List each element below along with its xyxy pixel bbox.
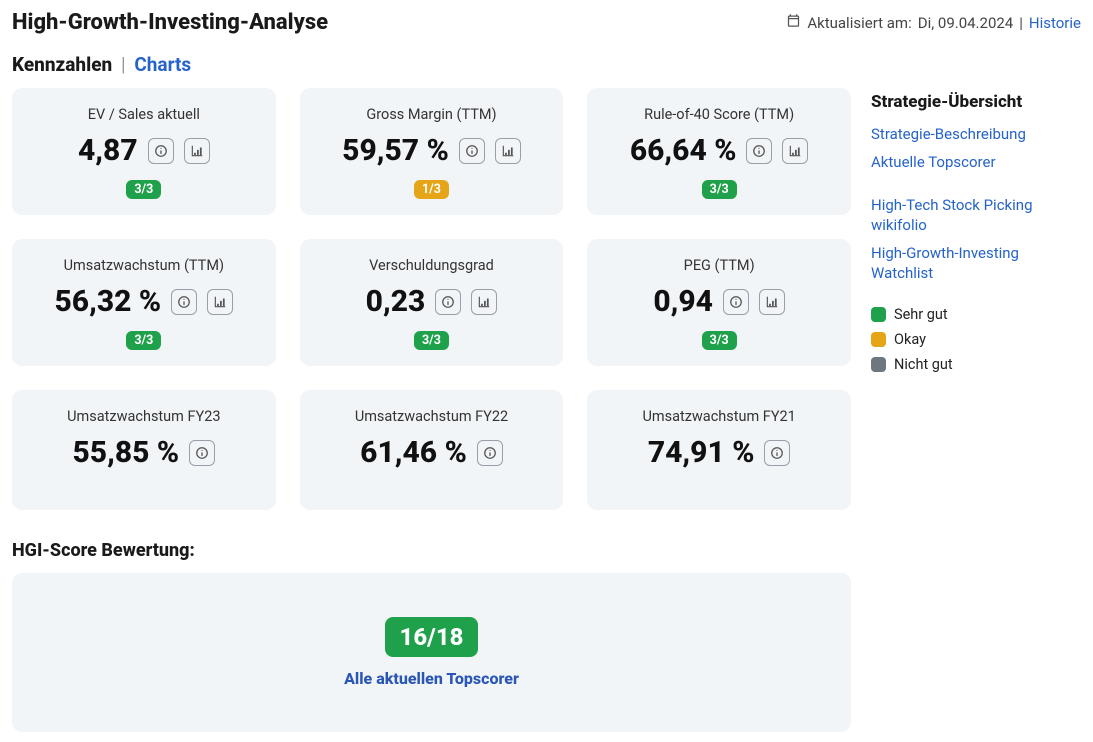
metric-card: Gross Margin (TTM) 59,57 % 1/3 xyxy=(300,88,564,215)
metric-value-row: 0,23 xyxy=(366,284,498,319)
metric-card: PEG (TTM) 0,94 3/3 xyxy=(587,239,851,366)
score-title: HGI-Score Bewertung: xyxy=(12,540,851,561)
page-title: High-Growth-Investing-Analyse xyxy=(12,10,328,35)
legend-row: Nicht gut xyxy=(871,356,1081,373)
score-badge: 1/3 xyxy=(414,180,449,199)
metric-card: Umsatzwachstum (TTM) 56,32 % 3/3 xyxy=(12,239,276,366)
sidebar-link[interactable]: High-Tech Stock Picking wikifolio xyxy=(871,195,1081,236)
metric-value-row: 61,46 % xyxy=(360,435,503,470)
metric-value: 61,46 % xyxy=(360,435,467,470)
info-icon[interactable] xyxy=(723,289,749,315)
metric-value-row: 55,85 % xyxy=(73,435,216,470)
metric-label: Rule-of-40 Score (TTM) xyxy=(644,106,794,123)
metric-label: Umsatzwachstum FY23 xyxy=(67,408,220,425)
info-icon[interactable] xyxy=(171,289,197,315)
legend-swatch xyxy=(871,357,886,372)
topscorer-link[interactable]: Alle aktuellen Topscorer xyxy=(344,669,519,688)
metric-label: Umsatzwachstum FY22 xyxy=(355,408,508,425)
legend-row: Sehr gut xyxy=(871,306,1081,323)
metric-value-row: 0,94 xyxy=(653,284,785,319)
sidebar-title: Strategie-Übersicht xyxy=(871,92,1081,112)
metric-value: 59,57 % xyxy=(342,133,449,168)
sidebar-link[interactable]: Strategie-Beschreibung xyxy=(871,124,1081,144)
score-badge: 16/18 xyxy=(385,617,477,657)
updated-prefix: Aktualisiert am: xyxy=(807,14,911,32)
tab-charts[interactable]: Charts xyxy=(134,53,191,76)
score-badge: 3/3 xyxy=(702,331,737,350)
metric-value: 0,23 xyxy=(366,284,426,319)
metric-label: Gross Margin (TTM) xyxy=(366,106,496,123)
metric-value-row: 74,91 % xyxy=(648,435,791,470)
info-icon[interactable] xyxy=(764,440,790,466)
legend-label: Nicht gut xyxy=(894,356,953,373)
score-badge: 3/3 xyxy=(702,180,737,199)
chart-icon[interactable] xyxy=(471,289,497,315)
chart-icon[interactable] xyxy=(207,289,233,315)
calendar-icon xyxy=(786,13,801,32)
metric-value-row: 66,64 % xyxy=(630,133,809,168)
info-icon[interactable] xyxy=(148,138,174,164)
metric-value-row: 56,32 % xyxy=(55,284,234,319)
metric-label: Umsatzwachstum FY21 xyxy=(642,408,795,425)
metric-value: 4,87 xyxy=(78,133,138,168)
metric-value: 74,91 % xyxy=(648,435,755,470)
header-row: High-Growth-Investing-Analyse Aktualisie… xyxy=(12,10,1081,35)
sidebar-link[interactable]: High-Growth-Investing Watchlist xyxy=(871,243,1081,284)
info-icon[interactable] xyxy=(189,440,215,466)
tab-separator: | xyxy=(121,53,126,76)
chart-icon[interactable] xyxy=(184,138,210,164)
chart-icon[interactable] xyxy=(495,138,521,164)
metric-value-row: 4,87 xyxy=(78,133,210,168)
metric-label: EV / Sales aktuell xyxy=(88,106,200,123)
updated-date: Di, 09.04.2024 xyxy=(918,14,1014,32)
score-badge: 3/3 xyxy=(126,331,161,350)
metric-value: 56,32 % xyxy=(55,284,162,319)
metric-card: EV / Sales aktuell 4,87 3/3 xyxy=(12,88,276,215)
legend-swatch xyxy=(871,307,886,322)
metric-label: Umsatzwachstum (TTM) xyxy=(64,257,224,274)
score-badge: 3/3 xyxy=(126,180,161,199)
sidebar: Strategie-Übersicht Strategie-Beschreibu… xyxy=(871,88,1081,381)
metric-label: PEG (TTM) xyxy=(684,257,755,274)
info-icon[interactable] xyxy=(477,440,503,466)
legend: Sehr gut Okay Nicht gut xyxy=(871,306,1081,373)
metric-card: Umsatzwachstum FY22 61,46 % xyxy=(300,390,564,510)
metric-value: 0,94 xyxy=(653,284,713,319)
legend-label: Sehr gut xyxy=(894,306,948,323)
metrics-grid: EV / Sales aktuell 4,87 3/3 Gross Margin (T… xyxy=(12,88,851,510)
legend-label: Okay xyxy=(894,331,926,348)
metric-card: Umsatzwachstum FY23 55,85 % xyxy=(12,390,276,510)
metric-card: Verschuldungsgrad 0,23 3/3 xyxy=(300,239,564,366)
info-icon[interactable] xyxy=(746,138,772,164)
chart-icon[interactable] xyxy=(759,289,785,315)
metric-label: Verschuldungsgrad xyxy=(369,257,494,274)
metric-card: Umsatzwachstum FY21 74,91 % xyxy=(587,390,851,510)
sidebar-link[interactable]: Aktuelle Topscorer xyxy=(871,152,1081,172)
tab-kennzahlen[interactable]: Kennzahlen xyxy=(12,53,112,76)
chart-icon[interactable] xyxy=(782,138,808,164)
score-box: 16/18 Alle aktuellen Topscorer xyxy=(12,573,851,732)
metric-card: Rule-of-40 Score (TTM) 66,64 % 3/3 xyxy=(587,88,851,215)
metric-value: 66,64 % xyxy=(630,133,737,168)
update-info: Aktualisiert am: Di, 09.04.2024 | Histor… xyxy=(786,13,1081,32)
legend-swatch xyxy=(871,332,886,347)
info-icon[interactable] xyxy=(459,138,485,164)
metric-value-row: 59,57 % xyxy=(342,133,521,168)
history-link[interactable]: Historie xyxy=(1029,14,1081,32)
legend-row: Okay xyxy=(871,331,1081,348)
info-icon[interactable] xyxy=(435,289,461,315)
tabs: Kennzahlen | Charts xyxy=(12,53,1081,76)
sidebar-links-b: High-Tech Stock Picking wikifolio High-Gr… xyxy=(871,195,1081,284)
metric-value: 55,85 % xyxy=(73,435,180,470)
score-badge: 3/3 xyxy=(414,331,449,350)
sidebar-links-a: Strategie-Beschreibung Aktuelle Topscorer xyxy=(871,124,1081,173)
